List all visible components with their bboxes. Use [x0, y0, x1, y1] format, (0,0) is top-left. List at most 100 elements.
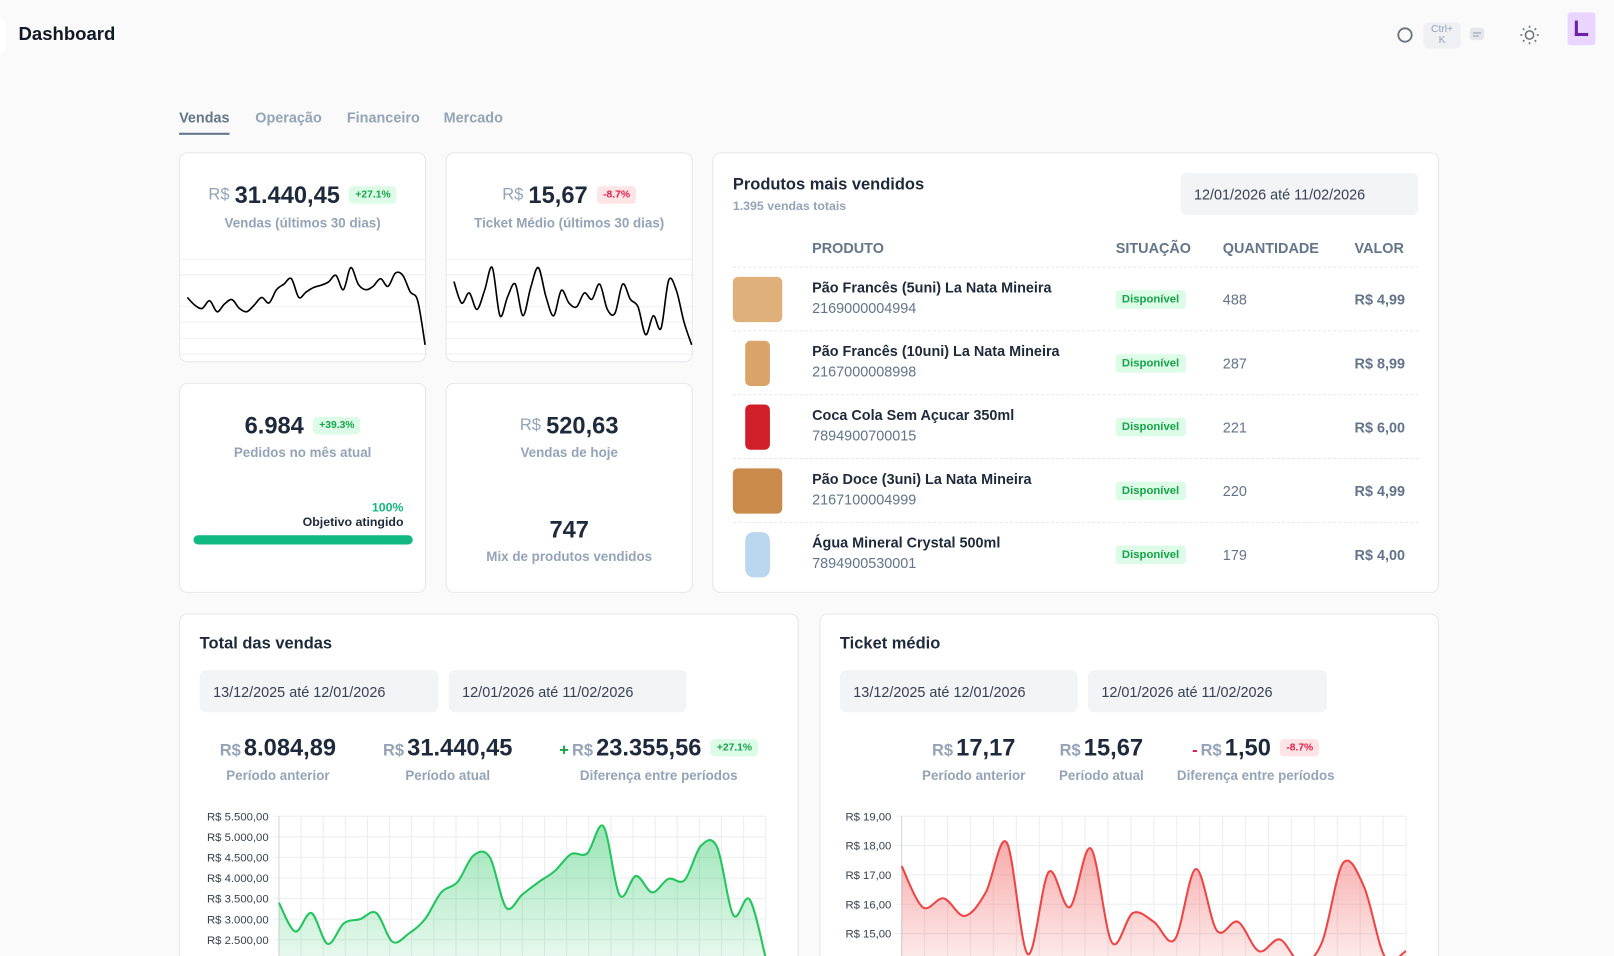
progress-track — [193, 535, 413, 545]
tab[interactable]: Mercado — [443, 109, 503, 126]
status-badge: Disponível — [1115, 290, 1186, 309]
product-code: 2167000008998 — [812, 363, 917, 380]
date-range[interactable]: 12/01/2026 até 11/02/2026 — [1087, 670, 1327, 713]
date-range[interactable]: 13/12/2025 até 12/01/2026 — [199, 670, 439, 713]
stat-sign: - — [1192, 742, 1198, 760]
column-header: SITUAÇÃO — [1115, 239, 1192, 257]
product-code: 2169000004994 — [812, 299, 917, 316]
product-name: Pão Francês (10uni) La Nata Mineira — [812, 342, 1060, 360]
currency: R$ — [383, 742, 405, 760]
currency: R$ — [1059, 742, 1081, 760]
price: R$ 4,00 — [1354, 546, 1406, 564]
tab-active[interactable]: Vendas — [179, 109, 230, 135]
currency: R$ — [571, 742, 594, 760]
currency: R$ — [519, 416, 541, 434]
status-badge: Disponível — [1115, 417, 1186, 437]
stat-label: Período anterior — [226, 767, 330, 784]
product-code: 7894900700015 — [812, 427, 917, 444]
price: R$ 6,00 — [1354, 418, 1406, 436]
row-divider — [732, 330, 1419, 332]
card-subtitle: 1.395 vendas totais — [732, 198, 847, 214]
date-range[interactable]: 12/01/2026 até 11/02/2026 — [448, 670, 687, 713]
quantity: 287 — [1222, 355, 1247, 372]
stat-label: Diferença entre períodos — [579, 767, 738, 784]
column-header: PRODUTO — [812, 239, 884, 257]
date-range[interactable]: 12/01/2026 até 11/02/2026 — [1180, 172, 1419, 216]
stat-value: 15,67 — [1083, 733, 1144, 761]
currency: R$ — [932, 742, 954, 760]
kpi-card: R$ 520,63 Vendas de hoje 747 Mix de produ… — [445, 382, 693, 593]
tab[interactable]: Financeiro — [346, 109, 420, 126]
period-stat: R$ 8.084,89 Período anterior — [220, 734, 336, 783]
stat-label: Período atual — [1058, 767, 1144, 784]
chart-card — [819, 613, 1439, 956]
stat-value: 17,17 — [956, 733, 1016, 761]
status-badge: Disponível — [1115, 545, 1186, 565]
period-stat: + R$ 23.355,56 +27.1% Diferença entre períod… — [559, 733, 759, 784]
stat-value-row: - R$ 1,50 -8.7% — [1177, 734, 1335, 762]
products-card — [712, 152, 1439, 593]
kpi-value-row: 6.984 +39.3% — [180, 412, 425, 440]
card-title: Produtos mais vendidos — [732, 176, 925, 194]
product-image — [745, 404, 770, 450]
quantity: 179 — [1222, 546, 1247, 564]
kpi-card: R$ 31.440,45 +27.1% Vendas (últimos 30 dia… — [179, 152, 427, 363]
column-header: QUANTIDADE — [1222, 239, 1319, 257]
chart-card — [179, 613, 799, 956]
column-header: VALOR — [1354, 239, 1404, 257]
product-image — [745, 340, 770, 386]
currency: R$ — [1200, 742, 1222, 760]
stat-value-row: R$ 8.084,89 — [220, 734, 336, 762]
product-image — [732, 468, 783, 514]
stat-value: 8.084,89 — [243, 733, 337, 761]
date-range[interactable]: 13/12/2025 até 12/01/2026 — [839, 670, 1078, 713]
change-badge: +27.1% — [349, 186, 397, 204]
card-title: Total das vendas — [199, 635, 333, 653]
theme-toggle[interactable] — [1519, 25, 1540, 46]
stat-value-row: R$ 31.440,45 — [383, 734, 512, 762]
kpi-value: 15,67 — [528, 181, 588, 208]
product-code: 2167100004999 — [812, 490, 917, 508]
quantity: 221 — [1222, 418, 1247, 436]
stat-label: Período anterior — [922, 767, 1026, 784]
status-badge: Disponível — [1115, 481, 1186, 501]
period-stat: R$ 31.440,45 Período atual — [383, 734, 512, 783]
product-name: Coca Cola Sem Açucar 350ml — [812, 406, 1015, 424]
change-badge: +39.3% — [313, 416, 361, 435]
search-icon[interactable] — [1396, 26, 1415, 45]
kpi-label: Mix de produtos vendidos — [486, 548, 653, 565]
progress-bar — [193, 535, 413, 545]
stat-value-row: R$ 17,17 — [922, 734, 1025, 762]
stat-label: Período atual — [405, 767, 491, 784]
kpi-value-row: R$ 31.440,45 +27.1% — [180, 181, 425, 209]
kpi-label: Vendas (últimos 30 dias) — [224, 215, 381, 231]
change-badge: +27.1% — [710, 739, 759, 757]
stat-value: 1,50 — [1224, 733, 1271, 761]
tab[interactable]: Operação — [255, 109, 322, 126]
stat-label: Diferença entre períodos — [1176, 767, 1335, 784]
product-image — [732, 276, 783, 323]
goal-percent: 100% — [371, 500, 404, 515]
kpi-label: Vendas de hoje — [520, 444, 618, 461]
row-divider — [732, 394, 1419, 396]
product-name: Pão Francês (5uni) La Nata Mineira — [812, 278, 1052, 296]
kpi-value-row: R$ 520,63 — [447, 412, 692, 440]
stat-value: 23.355,56 — [596, 733, 702, 761]
shortcut-key[interactable]: Ctrl+ K — [1423, 22, 1461, 49]
product-name: Água Mineral Crystal 500ml — [812, 534, 1001, 551]
avatar[interactable] — [1567, 12, 1596, 46]
chat-icon[interactable] — [1469, 27, 1485, 43]
kpi-card: R$ 15,67 -8.7% Ticket Médio (últimos 30 di… — [445, 152, 693, 363]
currency: R$ — [502, 185, 524, 204]
status-badge: Disponível — [1115, 354, 1186, 373]
quantity: 220 — [1222, 482, 1247, 500]
row-divider — [732, 521, 1419, 523]
kpi-value: 747 — [549, 515, 589, 543]
product-name: Pão Doce (3uni) La Nata Mineira — [812, 470, 1032, 487]
kpi-label: Pedidos no mês atual — [233, 444, 372, 461]
stat-sign: + — [559, 742, 569, 760]
product-image — [745, 532, 770, 578]
